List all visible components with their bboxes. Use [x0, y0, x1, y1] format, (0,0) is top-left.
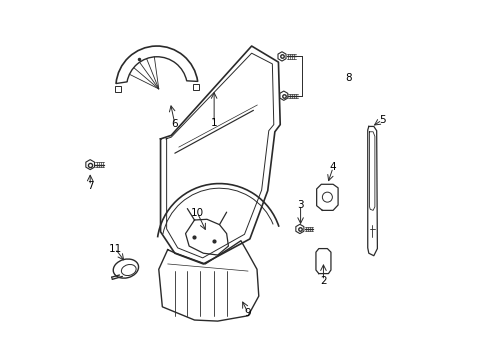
Text: 4: 4 [329, 162, 336, 172]
Text: 8: 8 [344, 73, 351, 83]
Text: 10: 10 [190, 208, 203, 218]
Text: 1: 1 [210, 118, 217, 128]
Text: 11: 11 [108, 244, 122, 253]
Text: 9: 9 [244, 308, 251, 318]
Text: 7: 7 [87, 181, 93, 191]
Text: 3: 3 [297, 200, 303, 210]
Text: 2: 2 [320, 276, 326, 286]
Text: 5: 5 [378, 115, 385, 125]
Text: 6: 6 [171, 119, 178, 129]
